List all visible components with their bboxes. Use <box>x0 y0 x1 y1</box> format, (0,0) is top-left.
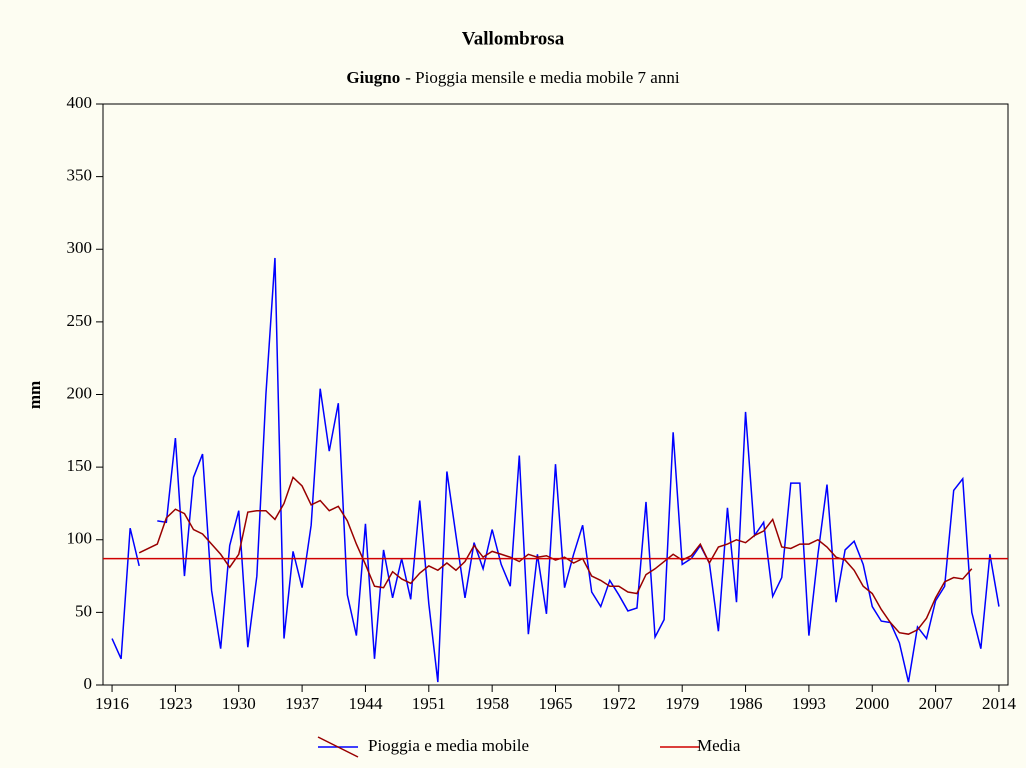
x-tick-label: 2007 <box>919 694 954 713</box>
x-tick-label: 1958 <box>475 694 509 713</box>
subtitle-bold: Giugno <box>346 68 400 87</box>
y-tick-label: 300 <box>67 238 93 257</box>
x-tick-label: 1923 <box>158 694 192 713</box>
chart-subtitle: Giugno - Pioggia mensile e media mobile 7… <box>346 68 679 87</box>
y-tick-label: 250 <box>67 311 93 330</box>
y-tick-label: 200 <box>67 383 93 402</box>
y-tick-label: 50 <box>75 601 92 620</box>
y-axis-label: mm <box>25 381 44 409</box>
x-tick-label: 1965 <box>539 694 573 713</box>
x-tick-label: 1986 <box>729 694 763 713</box>
legend-label: Pioggia e media mobile <box>368 736 529 755</box>
x-tick-label: 1979 <box>665 694 699 713</box>
x-tick-label: 1916 <box>95 694 129 713</box>
x-tick-label: 1993 <box>792 694 826 713</box>
y-tick-label: 400 <box>67 93 93 112</box>
x-tick-label: 1930 <box>222 694 256 713</box>
x-tick-label: 2000 <box>855 694 889 713</box>
x-tick-label: 1951 <box>412 694 446 713</box>
legend-label: Media <box>697 736 741 755</box>
subtitle-text: - Pioggia mensile e media mobile 7 anni <box>405 68 680 87</box>
legend-swatch-diagonal <box>317 736 359 758</box>
y-tick-label: 0 <box>84 674 93 693</box>
y-tick-label: 100 <box>67 529 93 548</box>
data-line <box>138 475 973 635</box>
x-tick-label: 1944 <box>348 694 383 713</box>
x-tick-label: 2014 <box>982 694 1017 713</box>
data-line <box>111 527 140 660</box>
chart-title: Vallombrosa <box>462 28 565 49</box>
y-tick-label: 150 <box>67 456 93 475</box>
y-tick-label: 350 <box>67 166 93 185</box>
x-tick-label: 1972 <box>602 694 636 713</box>
x-tick-label: 1937 <box>285 694 320 713</box>
data-line <box>157 257 1000 683</box>
